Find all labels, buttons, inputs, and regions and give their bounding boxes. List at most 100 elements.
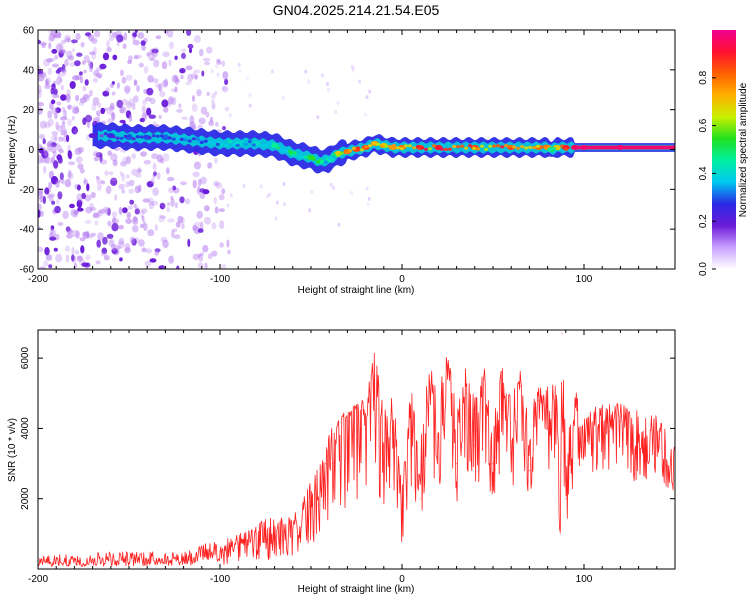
noise-blob xyxy=(79,97,87,104)
ridge-texture-point xyxy=(235,143,240,147)
noise-blob xyxy=(69,61,76,67)
ridge-texture-point xyxy=(464,146,469,150)
noise-blob xyxy=(117,240,125,249)
spectrogram-y-axis-label: Frequency (Hz) xyxy=(7,116,18,185)
noise-blob xyxy=(204,262,208,269)
y-tick-label: -20 xyxy=(20,185,35,196)
noise-blob xyxy=(320,73,324,78)
noise-blob xyxy=(107,150,112,156)
ridge-texture-point xyxy=(548,147,553,151)
y-tick-label: 40 xyxy=(23,65,35,76)
snr-point xyxy=(501,371,503,373)
x-tick-label: -100 xyxy=(210,574,230,585)
noise-blob xyxy=(169,41,174,50)
noise-blob xyxy=(39,195,44,203)
noise-blob xyxy=(329,182,333,187)
noise-blob xyxy=(88,34,95,42)
noise-blob xyxy=(58,136,64,142)
noise-blob xyxy=(159,202,166,210)
noise-blob xyxy=(39,134,45,140)
noise-blob xyxy=(171,74,179,83)
noise-blob xyxy=(200,176,207,185)
noise-blob xyxy=(109,102,115,110)
ridge-texture-point xyxy=(376,142,380,146)
noise-blob xyxy=(109,83,114,88)
noise-blob xyxy=(82,231,90,239)
noise-blob xyxy=(136,85,140,92)
noise-blob xyxy=(197,178,202,187)
noise-blob xyxy=(73,128,78,135)
noise-blob xyxy=(187,73,194,83)
noise-blob xyxy=(89,202,94,211)
ridge-texture-point xyxy=(400,147,404,151)
noise-blob xyxy=(56,144,63,152)
snr-point xyxy=(638,441,640,444)
ridge-point xyxy=(88,133,97,139)
noise-blob xyxy=(141,45,146,51)
ridge-texture-point xyxy=(223,143,228,147)
snr-point xyxy=(201,554,203,556)
snr-point xyxy=(325,463,327,465)
noise-blob xyxy=(43,149,48,156)
snr-point xyxy=(337,424,339,426)
noise-blob xyxy=(63,128,68,138)
noise-blob xyxy=(82,60,86,65)
snr-point xyxy=(574,413,576,415)
noise-blob xyxy=(242,183,246,188)
noise-blob xyxy=(54,205,61,214)
colorbar-label: Normalized spectral amplitude xyxy=(738,82,749,217)
noise-blob xyxy=(92,151,100,157)
noise-blob xyxy=(57,156,63,164)
ridge-texture-point xyxy=(420,146,424,150)
noise-blob xyxy=(199,188,206,193)
ridge-texture-point xyxy=(119,136,124,140)
noise-blob xyxy=(167,218,175,223)
noise-blob xyxy=(138,62,144,68)
noise-blob xyxy=(55,253,63,263)
noise-blob xyxy=(74,106,80,113)
ridge-texture-point xyxy=(368,144,372,148)
noise-blob xyxy=(219,242,224,248)
noise-blob xyxy=(208,120,215,127)
noise-blob xyxy=(214,206,219,214)
noise-blob xyxy=(137,184,142,193)
snr-point xyxy=(528,470,531,472)
noise-blob xyxy=(105,87,110,93)
noise-blob xyxy=(161,99,169,108)
noise-blob xyxy=(176,265,180,269)
noise-blob xyxy=(336,101,340,106)
noise-blob xyxy=(192,171,200,178)
noise-blob xyxy=(199,48,204,57)
noise-blob xyxy=(219,220,225,230)
y-tick-label: 2000 xyxy=(20,487,31,510)
noise-blob xyxy=(148,114,156,119)
noise-blob xyxy=(48,146,52,152)
noise-blob xyxy=(72,105,79,110)
noise-blob xyxy=(224,106,230,112)
noise-blob xyxy=(158,83,163,92)
noise-blob xyxy=(141,247,147,253)
noise-blob xyxy=(201,70,205,77)
snr-point xyxy=(547,427,549,429)
noise-blob xyxy=(47,37,55,42)
ridge-texture-point xyxy=(392,143,396,148)
noise-blob xyxy=(81,262,89,268)
noise-blob xyxy=(46,142,51,147)
noise-blob xyxy=(281,96,285,100)
ridge-texture-point xyxy=(111,135,116,139)
noise-blob xyxy=(59,49,67,54)
ridge-texture-point xyxy=(520,145,525,149)
noise-blob xyxy=(159,90,166,98)
snr-point xyxy=(559,533,561,535)
colorbar-tick-label: 0.2 xyxy=(698,214,709,228)
noise-blob xyxy=(68,161,75,166)
noise-blob xyxy=(48,30,54,35)
ridge-texture-point xyxy=(287,149,292,153)
noise-blob xyxy=(102,52,110,61)
noise-blob xyxy=(282,182,286,187)
noise-blob xyxy=(66,37,71,43)
noise-blob xyxy=(152,162,157,171)
noise-blob xyxy=(47,110,53,119)
noise-blob xyxy=(66,233,74,239)
noise-blob xyxy=(139,224,145,228)
